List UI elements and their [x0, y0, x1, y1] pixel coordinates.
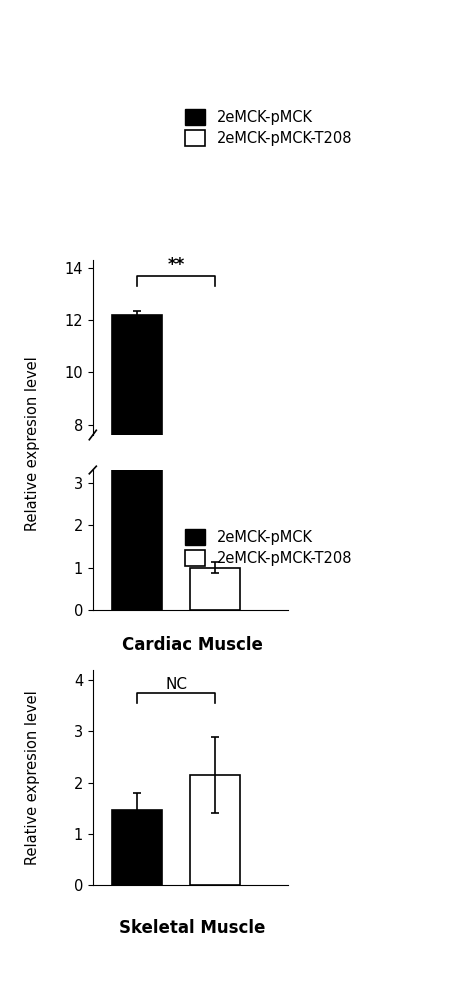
Text: Skeletal Muscle: Skeletal Muscle — [119, 919, 265, 937]
Text: NC: NC — [165, 677, 187, 692]
Legend: 2eMCK-pMCK, 2eMCK-pMCK-T208: 2eMCK-pMCK, 2eMCK-pMCK-T208 — [183, 527, 353, 568]
Bar — [112, 810, 162, 885]
Text: Relative expresion level: Relative expresion level — [25, 356, 40, 531]
Bar — [190, 607, 240, 634]
Bar — [112, 315, 162, 634]
Legend: 2eMCK-pMCK, 2eMCK-pMCK-T208: 2eMCK-pMCK, 2eMCK-pMCK-T208 — [183, 107, 353, 148]
Bar — [190, 775, 240, 885]
Bar — [112, 92, 162, 610]
Bar — [190, 568, 240, 610]
Text: Relative expresion level: Relative expresion level — [25, 690, 40, 865]
Text: Cardiac Muscle: Cardiac Muscle — [122, 636, 263, 654]
Text: **: ** — [167, 256, 185, 274]
